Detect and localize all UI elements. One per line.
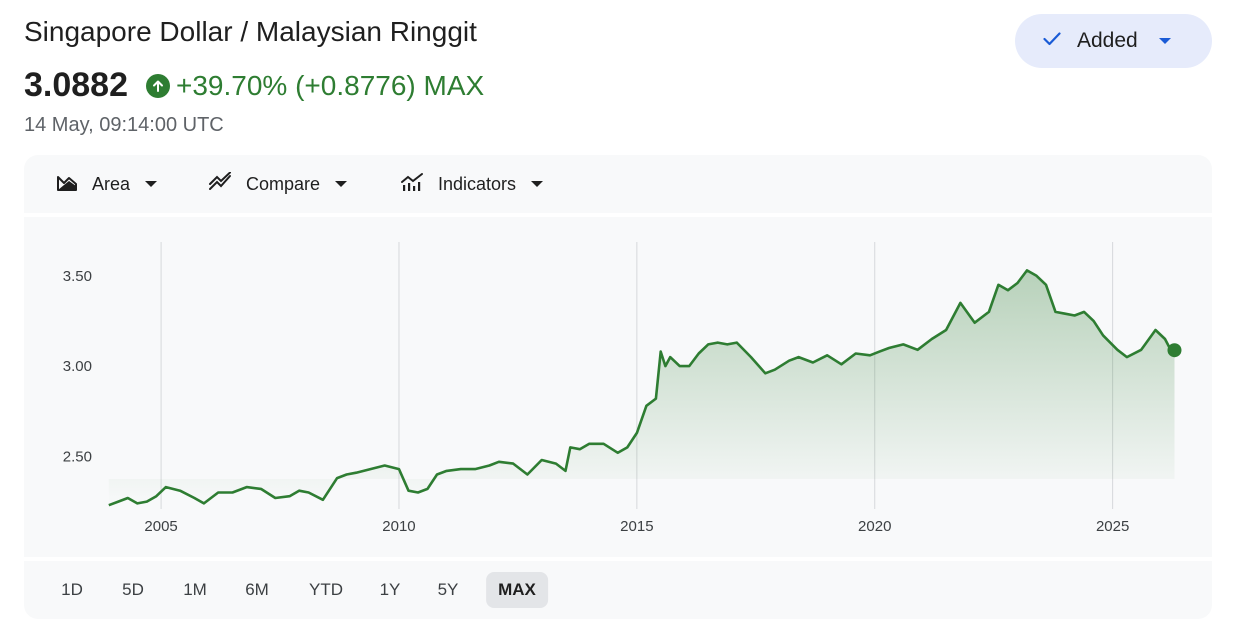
y-tick-label: 2.50 bbox=[63, 448, 92, 465]
x-tick-label: 2010 bbox=[382, 518, 415, 535]
timestamp: 14 May, 09:14:00 UTC bbox=[24, 114, 224, 136]
compare-dropdown[interactable]: Compare bbox=[208, 155, 348, 213]
chevron-down-icon bbox=[1158, 32, 1172, 50]
range-ytd[interactable]: YTD bbox=[309, 580, 343, 599]
chart-svg: 2.50 3.00 3.50 2005 2010 2015 2020 2025 bbox=[63, 242, 1182, 535]
chart-toolbar: Area Compare Indicators bbox=[24, 155, 1212, 213]
x-tick-label: 2025 bbox=[1096, 518, 1129, 535]
caret-down-icon bbox=[530, 175, 544, 193]
y-tick-label: 3.50 bbox=[63, 268, 92, 285]
page-title: Singapore Dollar / Malaysian Ringgit bbox=[24, 16, 477, 47]
added-button-label: Added bbox=[1077, 29, 1138, 52]
indicators-dropdown[interactable]: Indicators bbox=[400, 155, 544, 213]
arrow-up-icon bbox=[146, 73, 170, 98]
chart-type-dropdown[interactable]: Area bbox=[56, 155, 158, 213]
indicators-label: Indicators bbox=[438, 173, 517, 194]
x-tick-label: 2005 bbox=[144, 518, 177, 535]
range-5d[interactable]: 5D bbox=[122, 580, 144, 599]
caret-down-icon bbox=[144, 175, 158, 193]
y-tick-label: 3.00 bbox=[63, 358, 92, 375]
compare-label: Compare bbox=[246, 173, 321, 194]
area-fill bbox=[108, 270, 1175, 506]
range-5y[interactable]: 5Y bbox=[437, 580, 459, 599]
range-max[interactable]: MAX bbox=[486, 572, 548, 608]
current-price-marker bbox=[1167, 343, 1182, 358]
compare-icon bbox=[208, 171, 232, 197]
added-button[interactable]: Added bbox=[1015, 14, 1212, 68]
price-change: +39.70% (+0.8776) MAX bbox=[176, 69, 485, 101]
price-line bbox=[108, 269, 1176, 507]
range-selector: 1D 5D 1M 6M YTD 1Y 5Y MAX bbox=[24, 561, 1212, 619]
x-tick-label: 2020 bbox=[858, 518, 891, 535]
range-1m[interactable]: 1M bbox=[183, 580, 207, 599]
area-label: Area bbox=[92, 173, 131, 194]
range-6m[interactable]: 6M bbox=[245, 580, 269, 599]
area-chart-icon bbox=[56, 172, 78, 197]
price-row: 3.0882 +39.70% (+0.8776) MAX bbox=[24, 66, 484, 105]
indicators-icon bbox=[400, 172, 424, 197]
price-chart[interactable]: 2.50 3.00 3.50 2005 2010 2015 2020 2025 bbox=[24, 217, 1212, 557]
range-1y[interactable]: 1Y bbox=[379, 580, 401, 599]
current-price: 3.0882 bbox=[24, 66, 128, 104]
range-1d[interactable]: 1D bbox=[61, 580, 83, 599]
caret-down-icon bbox=[334, 175, 348, 193]
check-icon bbox=[1043, 31, 1061, 51]
x-tick-label: 2015 bbox=[620, 518, 653, 535]
